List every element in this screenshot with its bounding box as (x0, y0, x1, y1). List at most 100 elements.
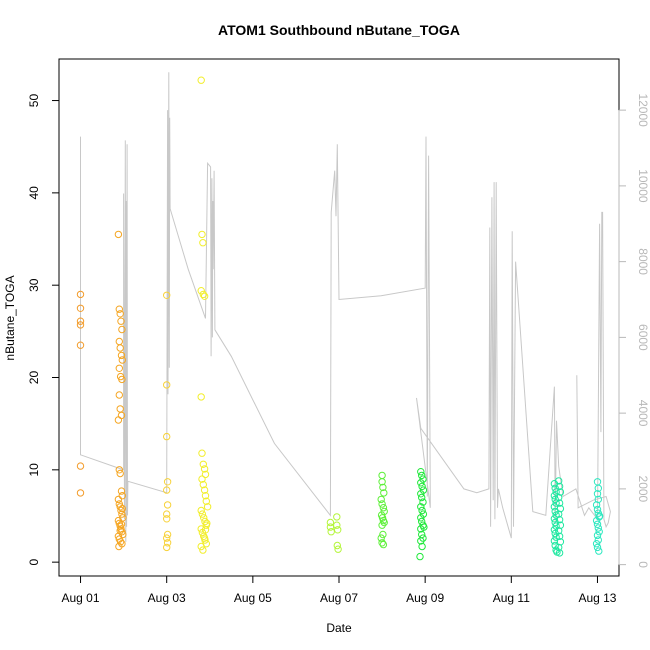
x-tick-label: Aug 05 (234, 591, 272, 605)
data-point (380, 489, 388, 497)
data-point (200, 465, 209, 473)
data-point (593, 490, 602, 498)
data-point (203, 519, 211, 528)
data-point (555, 510, 563, 518)
data-point (76, 321, 85, 329)
data-point (76, 341, 85, 349)
data-point (115, 305, 124, 313)
data-point (116, 503, 124, 511)
data-point (163, 539, 172, 547)
data-point (550, 515, 559, 523)
scatter-points (76, 76, 604, 561)
data-point (117, 520, 126, 528)
data-point (114, 495, 123, 504)
data-point (555, 493, 563, 502)
data-point (595, 512, 604, 520)
data-point (197, 287, 205, 295)
data-point (334, 545, 342, 553)
data-point (203, 503, 212, 511)
data-point (118, 325, 126, 334)
data-point (418, 542, 426, 551)
data-point (76, 317, 85, 325)
data-point (117, 351, 126, 360)
data-point (551, 495, 559, 504)
data-point (418, 493, 426, 502)
data-point (201, 517, 209, 526)
data-point (595, 528, 603, 536)
data-point (200, 534, 209, 542)
data-point (555, 482, 564, 491)
data-point (417, 537, 425, 545)
data-point (116, 469, 124, 478)
data-point (551, 484, 559, 492)
data-point (76, 489, 85, 497)
y2-tick-label: 4000 (636, 400, 650, 427)
data-point (116, 310, 124, 318)
data-point (417, 479, 425, 487)
data-point (594, 524, 602, 532)
data-point (76, 462, 85, 470)
data-point (199, 480, 208, 489)
data-point (163, 534, 171, 542)
data-point (163, 381, 171, 389)
data-point (592, 501, 601, 509)
data-point (418, 471, 426, 480)
x-tick-label: Aug 11 (493, 591, 530, 605)
data-point (117, 317, 125, 325)
data-point (333, 521, 341, 529)
y-tick-label: 30 (27, 278, 41, 292)
data-point (115, 466, 124, 474)
data-point (118, 375, 126, 384)
data-point (163, 432, 171, 441)
data-point (418, 506, 426, 515)
data-point (115, 364, 124, 372)
data-point (555, 532, 564, 540)
data-point (118, 356, 127, 364)
y-tick-label: 10 (27, 463, 41, 477)
data-point (552, 533, 560, 541)
secondary-series (80, 72, 611, 542)
data-point (163, 515, 171, 523)
data-point (201, 492, 210, 500)
data-point (594, 484, 602, 492)
data-point (200, 514, 208, 522)
data-point (198, 230, 206, 239)
data-point (115, 542, 123, 551)
data-point (163, 530, 172, 539)
data-point (197, 525, 205, 533)
y-tick-label: 20 (27, 371, 41, 385)
y-axis-label: nButane_TOGA (3, 275, 17, 360)
data-point (378, 500, 386, 508)
data-point (118, 510, 126, 518)
x-axis-label: Date (326, 621, 352, 635)
data-point (116, 405, 124, 413)
y2-tick-label: 2000 (636, 476, 650, 503)
data-point (379, 483, 387, 492)
y-axis-right: 0 2000 4000 6000 8000 10000 12000 (618, 93, 650, 568)
x-tick-label: Aug 03 (148, 591, 186, 605)
data-point (115, 391, 124, 399)
data-point (333, 541, 341, 550)
data-point (592, 540, 601, 548)
altitude-trace (80, 72, 611, 542)
data-point (119, 530, 127, 539)
data-point (555, 549, 564, 557)
data-point (379, 530, 387, 539)
data-point (594, 536, 602, 544)
y-tick-label: 40 (27, 186, 41, 200)
data-point (199, 239, 207, 247)
data-point (417, 503, 425, 511)
data-point (117, 506, 125, 515)
data-point (378, 539, 386, 547)
data-point (379, 504, 388, 512)
y2-tick-label: 0 (636, 561, 650, 568)
data-point (198, 510, 207, 518)
x-axis: Aug 01 Aug 03 Aug 05 Aug 07 Aug 09 Aug 11 Aug … (62, 575, 617, 605)
y2-tick-label: 10000 (636, 169, 650, 203)
data-point (378, 471, 386, 480)
chart-title: ATOM1 Southbound nButane_TOGA (218, 22, 460, 38)
data-point (197, 393, 205, 401)
data-point (118, 504, 127, 513)
data-point (551, 541, 559, 550)
data-point (593, 505, 602, 514)
